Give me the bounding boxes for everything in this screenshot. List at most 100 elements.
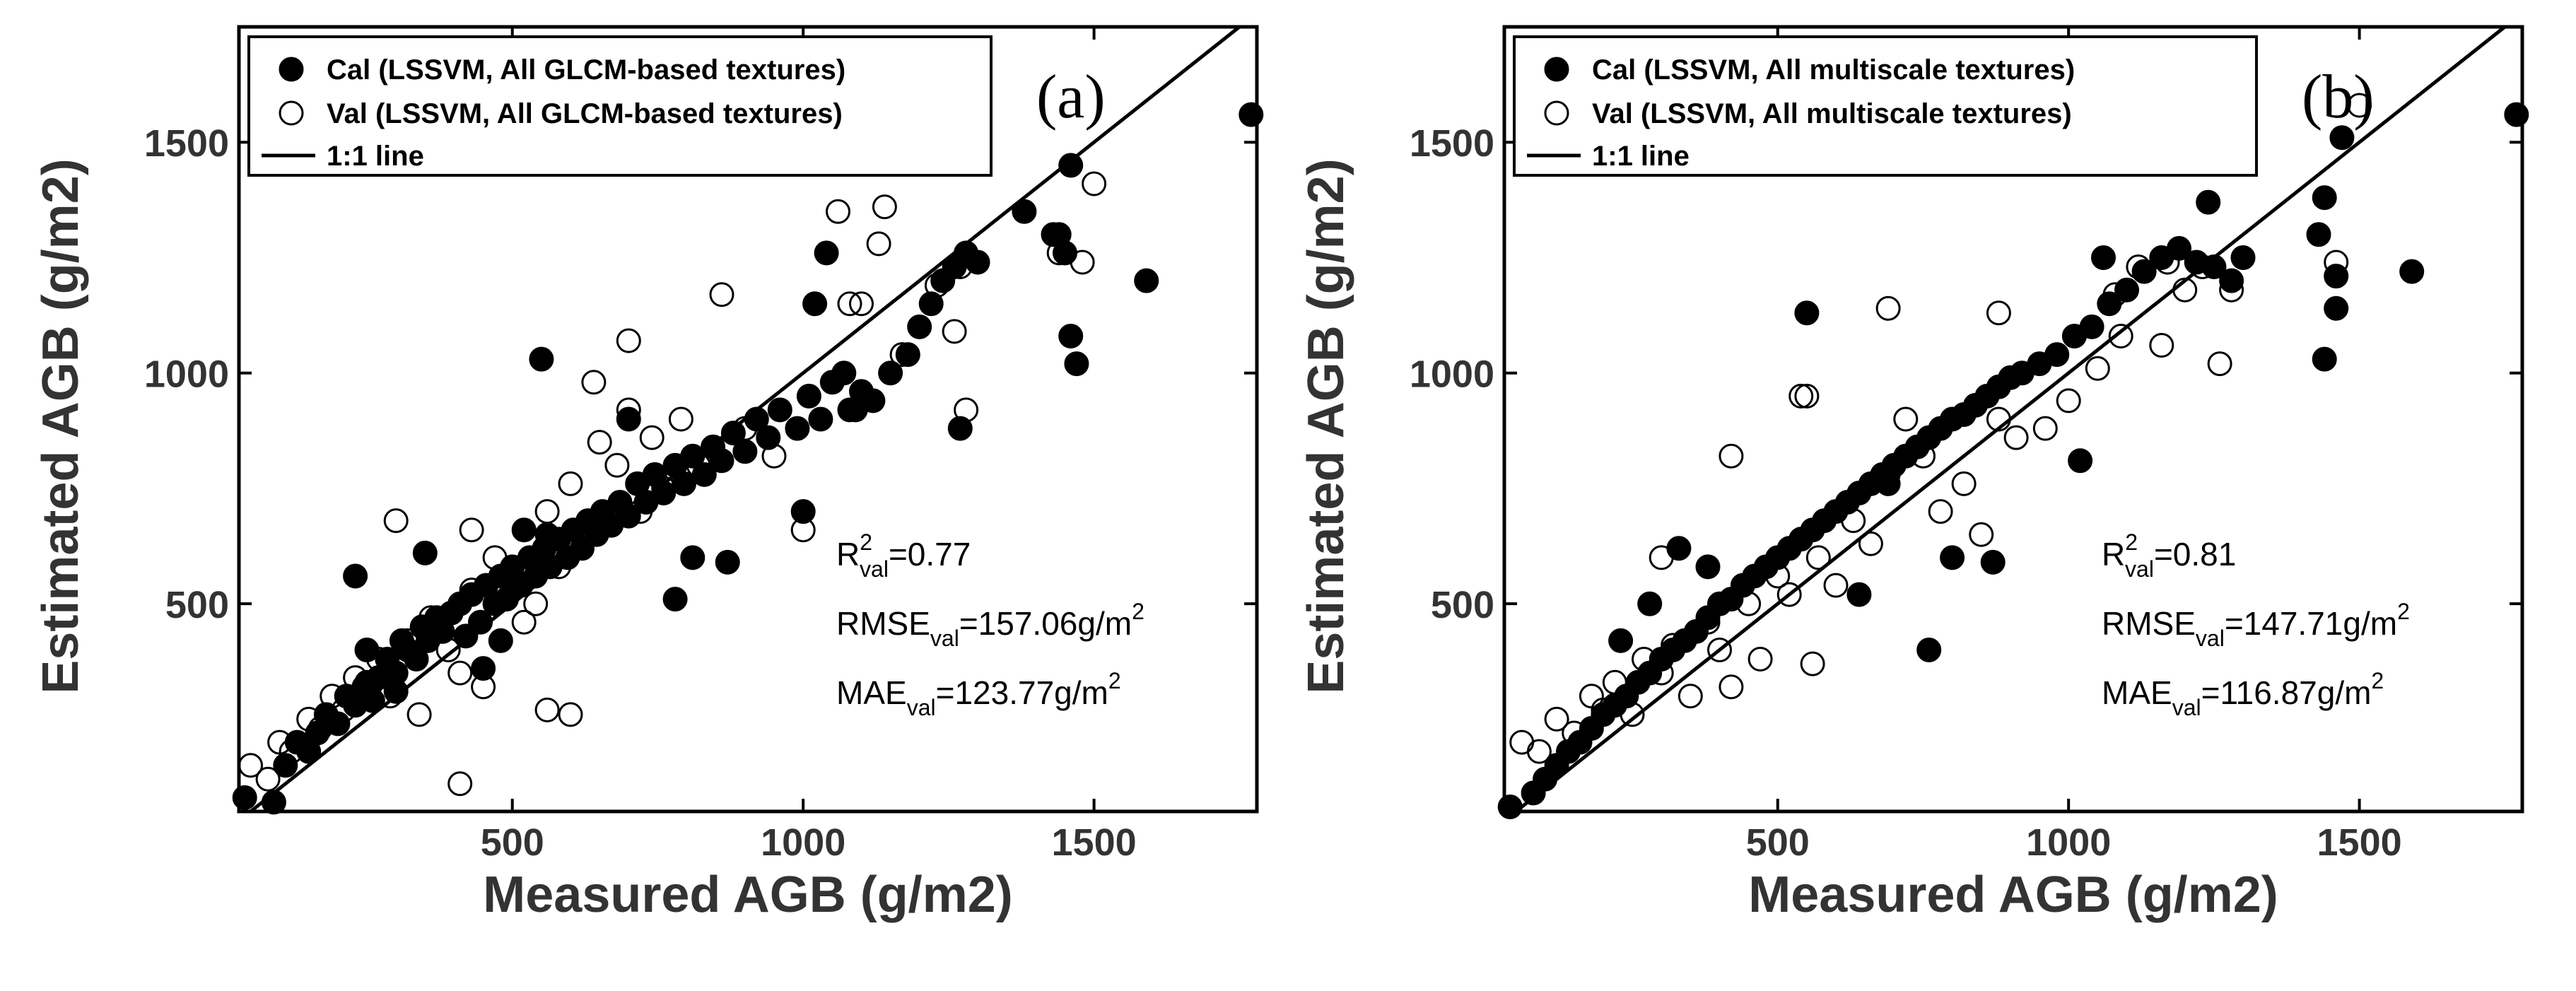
val-point	[331, 697, 356, 722]
val-point	[790, 517, 816, 543]
val-point	[1649, 545, 1674, 570]
panel-b-points	[1497, 93, 2529, 819]
panel-b-y-tick-label: 1500	[1410, 122, 1494, 165]
panel-a-x-axis-title: Measured AGB (g/m2)	[483, 867, 1012, 923]
cal-point	[2079, 314, 2104, 339]
cal-point	[1875, 471, 1901, 496]
panel-b-legend-val-marker	[1544, 100, 1569, 126]
val-point	[1800, 651, 1825, 676]
val-point	[1719, 443, 1744, 469]
cal-point	[1012, 199, 1037, 224]
val-point	[1858, 531, 1883, 556]
panel-b-one-to-one-line	[1514, 25, 2506, 813]
val-point	[1046, 240, 1072, 266]
val-point	[2219, 277, 2244, 303]
panel-a-x-axis-title-text: Measured AGB (g/m2)	[483, 867, 1012, 923]
stat-mae-sup: 2	[2371, 668, 2384, 693]
cal-point	[488, 628, 513, 653]
panel-b-legend-line-label: 1:1 line	[1592, 141, 1690, 172]
val-point	[1562, 720, 1587, 746]
cal-point	[709, 448, 734, 474]
stat-rmse-value: =147.71g/m	[2225, 605, 2397, 642]
cal-point	[895, 342, 920, 368]
cal-point	[1666, 536, 1692, 561]
panel-a-x-tick-label: 1500	[1052, 821, 1137, 864]
cal-point	[790, 499, 816, 524]
cal-point	[756, 425, 781, 450]
cal-point	[1239, 102, 1264, 127]
val-point	[837, 291, 862, 317]
val-point	[872, 194, 897, 220]
stat-r-label: R	[2102, 536, 2125, 573]
stat-rmse-sub: val	[930, 626, 959, 651]
panel-a-legend: Cal (LSSVM, All GLCM-based textures) Val…	[247, 35, 993, 177]
val-point	[395, 628, 421, 653]
val-point	[1928, 499, 1953, 524]
val-point	[2189, 254, 2215, 279]
cal-point	[273, 753, 298, 778]
val-point	[255, 766, 281, 792]
panel-a-legend-cal-label: Cal (LSSVM, All GLCM-based textures)	[327, 54, 845, 86]
val-point	[308, 716, 333, 741]
val-point	[1841, 508, 1866, 534]
panel-b-legend-box	[1513, 35, 2258, 177]
val-point	[570, 522, 595, 547]
val-point	[849, 291, 874, 317]
cal-point	[534, 522, 560, 547]
val-point	[866, 231, 891, 257]
panel-b-label: (b)	[2302, 63, 2375, 131]
stat-mae-sub: val	[907, 695, 936, 720]
stat-r-value: =0.81	[2154, 536, 2236, 573]
val-point	[604, 452, 630, 478]
val-point	[1875, 295, 1901, 321]
stat-rmse-sup: 2	[2397, 599, 2410, 624]
val-point	[668, 406, 693, 432]
cal-point	[2044, 342, 2070, 368]
cal-point	[808, 406, 833, 432]
val-point	[534, 499, 560, 524]
cal-point	[1134, 268, 1159, 293]
val-point	[924, 273, 949, 298]
stat-mae-sub: val	[2172, 695, 2201, 720]
val-point	[581, 370, 607, 395]
panel-a-points	[232, 102, 1264, 815]
val-point	[377, 684, 403, 709]
val-point	[2126, 254, 2151, 279]
val-point	[1736, 591, 1762, 616]
panel-a-legend-val-marker	[279, 100, 304, 126]
val-point	[500, 563, 525, 589]
cal-point	[1064, 351, 1089, 377]
cal-point	[732, 439, 758, 464]
cal-point	[2306, 222, 2331, 247]
panel-b-y-tick-label: 1000	[1410, 353, 1494, 396]
val-point	[2324, 250, 2349, 275]
cal-point	[1916, 638, 1942, 662]
cal-point	[1497, 794, 1523, 819]
val-point	[1805, 545, 1831, 570]
cal-point	[2068, 448, 2093, 474]
val-point	[1875, 462, 1901, 487]
val-point	[459, 577, 484, 603]
val-point	[1579, 684, 1604, 709]
val-point	[1602, 669, 1627, 695]
stat-mae-label: MAE	[836, 674, 907, 711]
cal-point	[2219, 268, 2244, 293]
panel-b-legend-cal-marker	[1544, 57, 1569, 82]
panel-b-x-axis-title-text: Measured AGB (g/m2)	[1748, 867, 2278, 923]
panel-b-plot-frame	[1502, 25, 2524, 814]
val-point	[761, 443, 787, 469]
val-point	[1707, 638, 1732, 662]
panel-a-y-axis-title-text: Estimated AGB (g/m2)	[33, 158, 89, 693]
val-point	[1776, 582, 1802, 607]
val-point	[2347, 93, 2372, 118]
val-point	[1969, 522, 1994, 547]
val-point	[2207, 351, 2232, 377]
val-point	[889, 342, 915, 368]
panel-b-y-tick-label: 500	[1431, 584, 1494, 626]
panel-b-legend: Cal (LSSVM, All multiscale textures) Val…	[1513, 35, 2258, 177]
cal-point	[1058, 153, 1084, 178]
stat-rmse-value: =157.06g/m	[959, 605, 1132, 642]
panel-a-legend-box	[247, 35, 993, 177]
panel-a-mae: MAEval=123.77g/m2	[836, 668, 1121, 720]
val-point	[1719, 674, 1744, 700]
